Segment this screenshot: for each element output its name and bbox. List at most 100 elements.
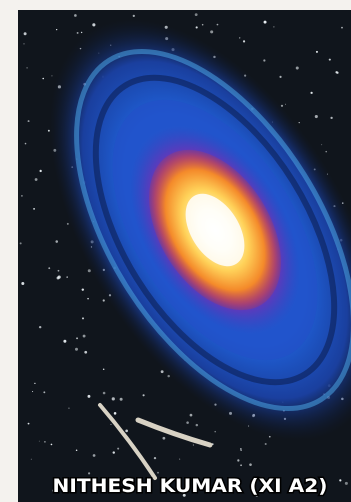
star bbox=[237, 459, 240, 462]
star bbox=[38, 325, 42, 329]
star bbox=[19, 242, 22, 245]
star bbox=[119, 397, 123, 401]
star bbox=[263, 59, 266, 62]
star bbox=[157, 471, 159, 474]
star bbox=[315, 50, 318, 53]
star bbox=[113, 412, 117, 415]
star bbox=[330, 116, 333, 120]
star bbox=[23, 43, 25, 45]
star bbox=[310, 91, 313, 94]
star bbox=[328, 58, 331, 61]
star bbox=[102, 391, 106, 395]
star bbox=[87, 394, 91, 398]
star bbox=[57, 269, 60, 272]
comet bbox=[98, 403, 157, 480]
star bbox=[194, 13, 198, 17]
star bbox=[285, 103, 287, 105]
star bbox=[87, 269, 91, 273]
star bbox=[273, 26, 275, 28]
star bbox=[249, 463, 252, 466]
star bbox=[263, 20, 267, 24]
star bbox=[34, 178, 38, 181]
star bbox=[82, 334, 86, 338]
star bbox=[341, 26, 343, 29]
star bbox=[240, 449, 242, 451]
star bbox=[335, 71, 338, 74]
star bbox=[34, 382, 36, 385]
star bbox=[344, 481, 348, 485]
star bbox=[81, 317, 85, 320]
star bbox=[87, 297, 89, 300]
star bbox=[214, 430, 216, 433]
star bbox=[112, 451, 115, 454]
star bbox=[102, 299, 105, 302]
star bbox=[56, 276, 60, 280]
star bbox=[55, 240, 59, 243]
star bbox=[210, 30, 214, 34]
star bbox=[160, 370, 164, 374]
arm-streak bbox=[74, 48, 351, 412]
star bbox=[80, 31, 83, 34]
star bbox=[30, 458, 32, 460]
star bbox=[182, 493, 186, 497]
star bbox=[216, 23, 219, 26]
star bbox=[226, 489, 230, 493]
star bbox=[39, 169, 42, 173]
star bbox=[239, 37, 241, 39]
star bbox=[321, 144, 323, 146]
star bbox=[88, 472, 91, 475]
star bbox=[66, 222, 69, 225]
star bbox=[195, 26, 198, 29]
star bbox=[111, 397, 115, 401]
star bbox=[24, 142, 27, 145]
star bbox=[242, 40, 246, 43]
star bbox=[84, 350, 88, 354]
star bbox=[75, 347, 78, 351]
star bbox=[66, 276, 68, 278]
star bbox=[76, 31, 79, 34]
star bbox=[48, 267, 51, 270]
star bbox=[125, 429, 128, 433]
star bbox=[339, 479, 342, 482]
star bbox=[196, 482, 200, 486]
star bbox=[240, 448, 242, 450]
star bbox=[43, 391, 46, 394]
caption: NITHESH KUMAR (XI A2) bbox=[53, 475, 328, 497]
star bbox=[81, 288, 85, 291]
star bbox=[153, 456, 157, 460]
star bbox=[279, 75, 282, 78]
star bbox=[38, 440, 40, 442]
star bbox=[295, 66, 299, 70]
star bbox=[21, 194, 23, 197]
comet bbox=[135, 417, 213, 448]
star bbox=[76, 337, 79, 340]
star bbox=[180, 477, 182, 479]
star bbox=[42, 77, 45, 80]
star bbox=[117, 447, 120, 450]
star bbox=[32, 390, 34, 393]
star bbox=[92, 23, 96, 27]
star bbox=[186, 421, 189, 424]
star bbox=[314, 115, 318, 119]
star bbox=[26, 67, 28, 69]
star bbox=[50, 443, 53, 446]
star bbox=[179, 458, 181, 460]
star bbox=[33, 207, 35, 210]
star bbox=[56, 28, 58, 31]
star bbox=[27, 422, 30, 425]
star bbox=[298, 122, 300, 124]
star bbox=[44, 441, 46, 443]
star bbox=[192, 444, 195, 446]
star bbox=[68, 407, 70, 409]
star bbox=[52, 489, 56, 492]
star bbox=[142, 394, 145, 397]
star bbox=[23, 32, 27, 36]
star bbox=[92, 454, 96, 457]
star bbox=[255, 494, 259, 497]
star bbox=[21, 282, 25, 286]
star bbox=[102, 368, 105, 371]
star bbox=[195, 423, 199, 427]
dust-lane bbox=[92, 74, 338, 386]
